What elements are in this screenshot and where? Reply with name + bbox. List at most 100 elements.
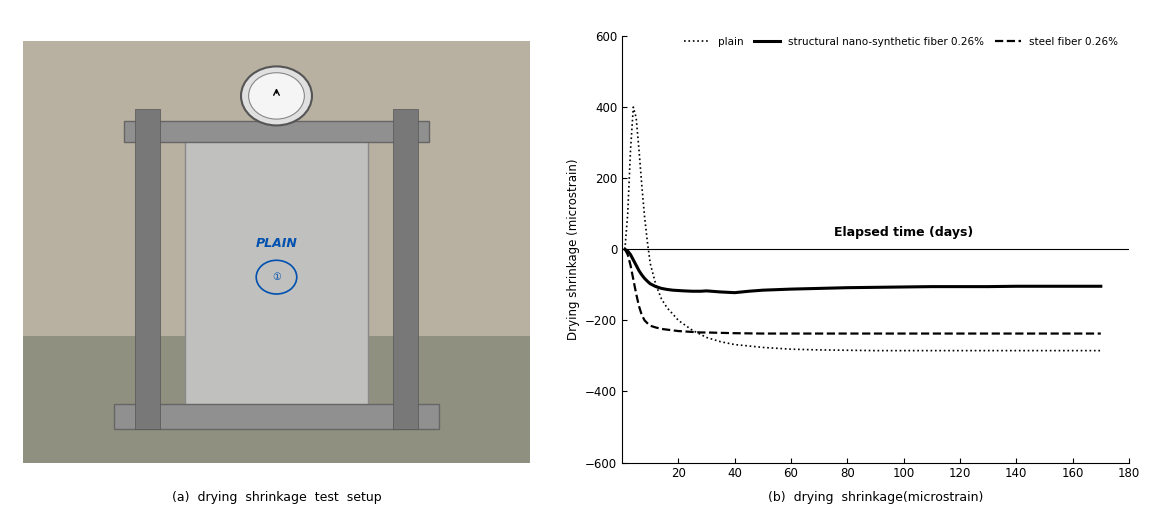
steel fiber 0.26%: [714, 330, 728, 336]
steel fiber 0.26%: [643, 323, 657, 329]
Bar: [114, 403, 439, 429]
plain: [685, 327, 699, 334]
plain: [714, 339, 728, 345]
structural nano-synthetic fiber 0.26%: [841, 285, 855, 291]
steel fiber 0.26%: [654, 326, 668, 332]
plain: [638, 214, 652, 221]
steel fiber 0.26%: [635, 312, 649, 318]
steel fiber 0.26%: [694, 329, 707, 336]
structural nano-synthetic fiber 0.26%: [1066, 283, 1079, 289]
structural nano-synthetic fiber 0.26%: [685, 288, 699, 295]
plain: [649, 282, 662, 288]
structural nano-synthetic fiber 0.26%: [629, 262, 643, 268]
steel fiber 0.26%: [672, 328, 685, 334]
structural nano-synthetic fiber 0.26%: [1038, 283, 1052, 289]
plain: [869, 347, 882, 354]
plain: [1066, 347, 1079, 354]
steel fiber 0.26%: [617, 246, 631, 252]
steel fiber 0.26%: [1038, 331, 1052, 337]
structural nano-synthetic fiber 0.26%: [672, 287, 685, 293]
plain: [643, 261, 657, 267]
structural nano-synthetic fiber 0.26%: [632, 267, 646, 273]
plain: [728, 341, 742, 347]
structural nano-synthetic fiber 0.26%: [785, 286, 798, 292]
Bar: [393, 108, 418, 429]
structural nano-synthetic fiber 0.26%: [654, 285, 668, 291]
Line: structural nano-synthetic fiber 0.26%: structural nano-synthetic fiber 0.26%: [624, 249, 1101, 292]
steel fiber 0.26%: [869, 331, 882, 337]
structural nano-synthetic fiber 0.26%: [638, 276, 652, 282]
steel fiber 0.26%: [627, 277, 641, 283]
plain: [660, 305, 674, 311]
structural nano-synthetic fiber 0.26%: [621, 248, 635, 254]
structural nano-synthetic fiber 0.26%: [742, 288, 756, 295]
structural nano-synthetic fiber 0.26%: [641, 278, 654, 284]
steel fiber 0.26%: [623, 262, 637, 268]
steel fiber 0.26%: [756, 331, 770, 337]
steel fiber 0.26%: [621, 251, 635, 258]
structural nano-synthetic fiber 0.26%: [982, 284, 995, 290]
plain: [623, 146, 637, 153]
structural nano-synthetic fiber 0.26%: [635, 272, 649, 278]
plain: [617, 246, 631, 252]
plain: [699, 335, 713, 341]
structural nano-synthetic fiber 0.26%: [677, 288, 691, 294]
Bar: [23, 41, 530, 357]
plain: [635, 182, 649, 188]
steel fiber 0.26%: [1094, 331, 1108, 337]
structural nano-synthetic fiber 0.26%: [649, 284, 662, 290]
structural nano-synthetic fiber 0.26%: [694, 288, 707, 295]
structural nano-synthetic fiber 0.26%: [714, 289, 728, 295]
Text: (a)  drying  shrinkage  test  setup: (a) drying shrinkage test setup: [172, 491, 381, 504]
Circle shape: [241, 66, 312, 125]
steel fiber 0.26%: [638, 317, 652, 323]
structural nano-synthetic fiber 0.26%: [623, 251, 637, 258]
structural nano-synthetic fiber 0.26%: [812, 285, 826, 291]
steel fiber 0.26%: [660, 326, 674, 333]
Y-axis label: Drying shrinkage (microstrain): Drying shrinkage (microstrain): [567, 158, 579, 340]
steel fiber 0.26%: [629, 290, 643, 297]
Circle shape: [249, 73, 304, 119]
plain: [666, 311, 680, 317]
steel fiber 0.26%: [683, 328, 697, 335]
steel fiber 0.26%: [896, 331, 910, 337]
plain: [654, 296, 668, 302]
Text: ①: ①: [272, 272, 281, 282]
structural nano-synthetic fiber 0.26%: [1009, 283, 1023, 289]
structural nano-synthetic fiber 0.26%: [953, 284, 967, 290]
plain: [1038, 347, 1052, 354]
plain: [812, 347, 826, 353]
steel fiber 0.26%: [699, 329, 713, 336]
Bar: [135, 108, 160, 429]
plain: [672, 317, 685, 323]
Legend: plain, structural nano-synthetic fiber 0.26%, steel fiber 0.26%: plain, structural nano-synthetic fiber 0…: [680, 33, 1122, 51]
plain: [982, 347, 995, 354]
structural nano-synthetic fiber 0.26%: [896, 284, 910, 290]
structural nano-synthetic fiber 0.26%: [1094, 283, 1108, 289]
steel fiber 0.26%: [785, 331, 798, 337]
Bar: [124, 121, 429, 142]
steel fiber 0.26%: [728, 330, 742, 336]
Line: plain: plain: [624, 107, 1101, 351]
steel fiber 0.26%: [982, 331, 995, 337]
plain: [627, 104, 641, 110]
steel fiber 0.26%: [632, 303, 646, 309]
structural nano-synthetic fiber 0.26%: [627, 257, 641, 263]
Text: PLAIN: PLAIN: [256, 237, 297, 250]
steel fiber 0.26%: [666, 327, 680, 334]
Line: steel fiber 0.26%: steel fiber 0.26%: [624, 249, 1101, 334]
steel fiber 0.26%: [841, 331, 855, 337]
structural nano-synthetic fiber 0.26%: [617, 246, 631, 252]
plain: [785, 346, 798, 352]
plain: [841, 347, 855, 353]
steel fiber 0.26%: [925, 331, 939, 337]
structural nano-synthetic fiber 0.26%: [756, 287, 770, 293]
plain: [621, 211, 635, 217]
plain: [953, 347, 967, 354]
steel fiber 0.26%: [649, 324, 662, 331]
plain: [641, 239, 654, 245]
Bar: [23, 336, 530, 463]
plain: [896, 347, 910, 354]
steel fiber 0.26%: [953, 331, 967, 337]
structural nano-synthetic fiber 0.26%: [925, 284, 939, 290]
